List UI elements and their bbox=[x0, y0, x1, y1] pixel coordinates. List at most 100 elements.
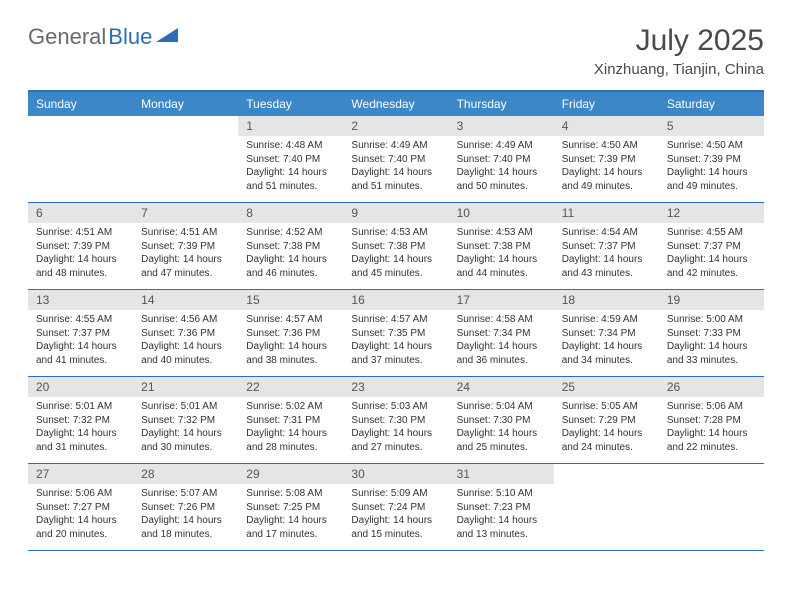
detail-line: Daylight: 14 hours bbox=[141, 253, 230, 267]
detail-line: and 40 minutes. bbox=[141, 354, 230, 368]
day-number: 31 bbox=[449, 464, 554, 484]
detail-line: Sunset: 7:25 PM bbox=[246, 501, 335, 515]
detail-line: Sunrise: 4:54 AM bbox=[562, 226, 651, 240]
day-number: 10 bbox=[449, 203, 554, 223]
detail-line: Sunset: 7:37 PM bbox=[562, 240, 651, 254]
calendar-cell: 17Sunrise: 4:58 AMSunset: 7:34 PMDayligh… bbox=[449, 290, 554, 377]
calendar-cell: 12Sunrise: 4:55 AMSunset: 7:37 PMDayligh… bbox=[659, 203, 764, 290]
calendar-cell: 1Sunrise: 4:48 AMSunset: 7:40 PMDaylight… bbox=[238, 116, 343, 203]
detail-line: Sunset: 7:38 PM bbox=[457, 240, 546, 254]
detail-line: Sunset: 7:39 PM bbox=[36, 240, 125, 254]
calendar-week-row: 1Sunrise: 4:48 AMSunset: 7:40 PMDaylight… bbox=[28, 116, 764, 203]
page-title: July 2025 bbox=[594, 24, 764, 57]
detail-line: Daylight: 14 hours bbox=[246, 340, 335, 354]
detail-line: and 27 minutes. bbox=[351, 441, 440, 455]
detail-line: Sunrise: 4:49 AM bbox=[351, 139, 440, 153]
detail-line: Sunrise: 4:51 AM bbox=[141, 226, 230, 240]
detail-line: and 50 minutes. bbox=[457, 180, 546, 194]
detail-line: Daylight: 14 hours bbox=[351, 427, 440, 441]
detail-line: Daylight: 14 hours bbox=[457, 166, 546, 180]
detail-line: and 34 minutes. bbox=[562, 354, 651, 368]
day-number: 29 bbox=[238, 464, 343, 484]
detail-line: Sunset: 7:40 PM bbox=[457, 153, 546, 167]
detail-line: and 24 minutes. bbox=[562, 441, 651, 455]
detail-line: and 46 minutes. bbox=[246, 267, 335, 281]
detail-line: Daylight: 14 hours bbox=[562, 166, 651, 180]
detail-line: Daylight: 14 hours bbox=[562, 253, 651, 267]
day-details: Sunrise: 4:59 AMSunset: 7:34 PMDaylight:… bbox=[554, 310, 659, 373]
detail-line: Daylight: 14 hours bbox=[141, 514, 230, 528]
detail-line: Daylight: 14 hours bbox=[667, 340, 756, 354]
weekday-header: Friday bbox=[554, 91, 659, 116]
detail-line: Daylight: 14 hours bbox=[36, 427, 125, 441]
detail-line: Sunrise: 4:48 AM bbox=[246, 139, 335, 153]
brand-triangle-icon bbox=[156, 28, 178, 42]
calendar-cell: 28Sunrise: 5:07 AMSunset: 7:26 PMDayligh… bbox=[133, 464, 238, 551]
calendar-cell: 27Sunrise: 5:06 AMSunset: 7:27 PMDayligh… bbox=[28, 464, 133, 551]
detail-line: Sunrise: 4:50 AM bbox=[667, 139, 756, 153]
detail-line: Daylight: 14 hours bbox=[562, 427, 651, 441]
day-details: Sunrise: 5:05 AMSunset: 7:29 PMDaylight:… bbox=[554, 397, 659, 460]
detail-line: Sunrise: 5:06 AM bbox=[667, 400, 756, 414]
calendar-cell: 30Sunrise: 5:09 AMSunset: 7:24 PMDayligh… bbox=[343, 464, 448, 551]
detail-line: Sunrise: 5:07 AM bbox=[141, 487, 230, 501]
detail-line: Daylight: 14 hours bbox=[246, 427, 335, 441]
day-number: 5 bbox=[659, 116, 764, 136]
detail-line: Daylight: 14 hours bbox=[246, 166, 335, 180]
calendar-cell: 11Sunrise: 4:54 AMSunset: 7:37 PMDayligh… bbox=[554, 203, 659, 290]
day-number: 8 bbox=[238, 203, 343, 223]
detail-line: Sunset: 7:31 PM bbox=[246, 414, 335, 428]
calendar-cell: 18Sunrise: 4:59 AMSunset: 7:34 PMDayligh… bbox=[554, 290, 659, 377]
calendar-cell bbox=[659, 464, 764, 551]
detail-line: and 44 minutes. bbox=[457, 267, 546, 281]
day-details: Sunrise: 5:04 AMSunset: 7:30 PMDaylight:… bbox=[449, 397, 554, 460]
calendar-cell: 23Sunrise: 5:03 AMSunset: 7:30 PMDayligh… bbox=[343, 377, 448, 464]
calendar-cell: 21Sunrise: 5:01 AMSunset: 7:32 PMDayligh… bbox=[133, 377, 238, 464]
calendar-cell: 25Sunrise: 5:05 AMSunset: 7:29 PMDayligh… bbox=[554, 377, 659, 464]
day-details: Sunrise: 5:02 AMSunset: 7:31 PMDaylight:… bbox=[238, 397, 343, 460]
detail-line: Daylight: 14 hours bbox=[36, 514, 125, 528]
detail-line: Sunrise: 4:53 AM bbox=[351, 226, 440, 240]
detail-line: Sunset: 7:29 PM bbox=[562, 414, 651, 428]
day-number: 6 bbox=[28, 203, 133, 223]
day-details: Sunrise: 4:56 AMSunset: 7:36 PMDaylight:… bbox=[133, 310, 238, 373]
day-number: 21 bbox=[133, 377, 238, 397]
detail-line: Sunrise: 5:06 AM bbox=[36, 487, 125, 501]
detail-line: Sunset: 7:40 PM bbox=[351, 153, 440, 167]
day-details: Sunrise: 5:01 AMSunset: 7:32 PMDaylight:… bbox=[28, 397, 133, 460]
detail-line: Sunrise: 5:01 AM bbox=[36, 400, 125, 414]
calendar-cell: 5Sunrise: 4:50 AMSunset: 7:39 PMDaylight… bbox=[659, 116, 764, 203]
calendar-week-row: 6 Sunrise: 4:51 AM Sunset: 7:39 PM Daylight… bbox=[28, 203, 764, 290]
detail-line: Sunrise: 5:10 AM bbox=[457, 487, 546, 501]
weekday-header: Wednesday bbox=[343, 91, 448, 116]
page-header: GeneralBlue July 2025 Xinzhuang, Tianjin… bbox=[28, 24, 764, 78]
day-number: 12 bbox=[659, 203, 764, 223]
day-number: 4 bbox=[554, 116, 659, 136]
detail-line: and 25 minutes. bbox=[457, 441, 546, 455]
day-details: Sunrise: 5:01 AMSunset: 7:32 PMDaylight:… bbox=[133, 397, 238, 460]
day-details: Sunrise: 4:49 AMSunset: 7:40 PMDaylight:… bbox=[343, 136, 448, 199]
detail-line: and 17 minutes. bbox=[246, 528, 335, 542]
detail-line: and 42 minutes. bbox=[667, 267, 756, 281]
calendar-cell: 20Sunrise: 5:01 AMSunset: 7:32 PMDayligh… bbox=[28, 377, 133, 464]
detail-line: and 49 minutes. bbox=[562, 180, 651, 194]
detail-line: Sunset: 7:34 PM bbox=[457, 327, 546, 341]
day-details: Sunrise: 5:06 AMSunset: 7:27 PMDaylight:… bbox=[28, 484, 133, 547]
detail-line: Sunset: 7:26 PM bbox=[141, 501, 230, 515]
day-number bbox=[133, 116, 238, 122]
detail-line: Sunrise: 4:57 AM bbox=[351, 313, 440, 327]
location-label: Xinzhuang, Tianjin, China bbox=[594, 61, 764, 78]
day-number: 15 bbox=[238, 290, 343, 310]
detail-line: and 51 minutes. bbox=[351, 180, 440, 194]
detail-line: Sunset: 7:36 PM bbox=[141, 327, 230, 341]
calendar-cell: 14Sunrise: 4:56 AMSunset: 7:36 PMDayligh… bbox=[133, 290, 238, 377]
day-number: 30 bbox=[343, 464, 448, 484]
detail-line: Sunset: 7:24 PM bbox=[351, 501, 440, 515]
detail-line: Sunset: 7:32 PM bbox=[141, 414, 230, 428]
detail-line: Sunrise: 4:55 AM bbox=[667, 226, 756, 240]
detail-line: Sunrise: 4:57 AM bbox=[246, 313, 335, 327]
day-details: Sunrise: 4:54 AMSunset: 7:37 PMDaylight:… bbox=[554, 223, 659, 286]
detail-line: Sunset: 7:32 PM bbox=[36, 414, 125, 428]
calendar-cell: 13Sunrise: 4:55 AMSunset: 7:37 PMDayligh… bbox=[28, 290, 133, 377]
detail-line: Daylight: 14 hours bbox=[141, 340, 230, 354]
